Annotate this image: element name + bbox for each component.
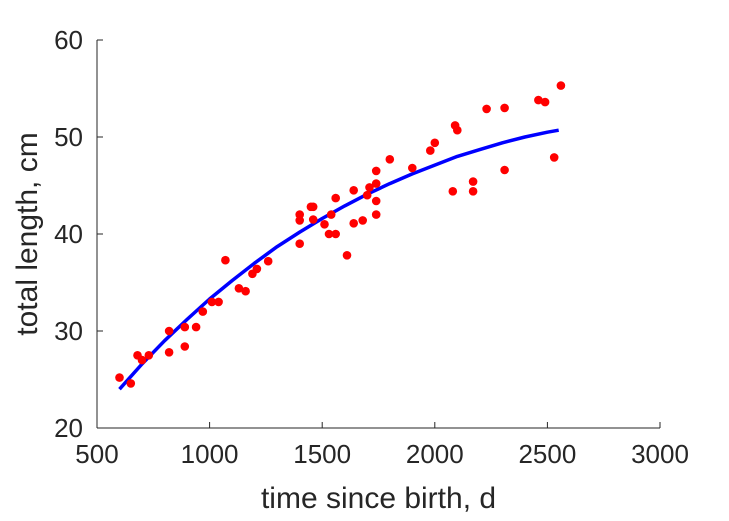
y-tick-label: 50 — [54, 122, 83, 152]
data-point — [241, 286, 250, 296]
data-point — [164, 326, 174, 336]
data-point — [295, 216, 305, 225]
data-point — [468, 177, 478, 186]
data-point — [430, 138, 440, 148]
data-point — [295, 239, 305, 248]
data-point — [252, 264, 262, 274]
x-ticks: 500 1000 1500 2000 2500 3000 — [75, 422, 689, 469]
x-tick-label: 3000 — [631, 439, 689, 469]
data-point — [358, 216, 368, 225]
data-point — [180, 322, 190, 332]
data-point — [198, 307, 208, 316]
data-point — [324, 229, 334, 239]
x-tick-label: 2500 — [518, 439, 576, 469]
data-point — [534, 95, 543, 105]
data-point — [331, 229, 341, 239]
data-point — [207, 297, 217, 307]
data-point — [556, 81, 566, 90]
x-tick-label: 1500 — [293, 439, 351, 469]
y-tick-label: 30 — [54, 316, 83, 346]
data-point — [164, 348, 174, 357]
x-tick-label: 1000 — [181, 439, 239, 469]
data-point — [371, 179, 381, 188]
x-tick-label: 500 — [75, 439, 118, 469]
data-point — [365, 183, 374, 192]
data-point — [371, 196, 381, 206]
data-point — [482, 104, 491, 114]
series-layer — [115, 81, 566, 391]
data-point — [214, 297, 223, 307]
data-point — [371, 210, 381, 219]
x-tick-label: 2000 — [406, 439, 464, 469]
data-point — [320, 220, 329, 229]
data-point — [263, 256, 273, 266]
data-point — [221, 255, 230, 265]
data-point — [426, 146, 435, 155]
y-ticks: 20 30 40 50 60 — [54, 25, 103, 443]
data-point — [349, 219, 359, 228]
x-axis-label: time since birth, d — [261, 482, 496, 515]
data-point — [549, 153, 559, 162]
data-point — [115, 373, 124, 382]
data-point — [331, 193, 341, 203]
y-tick-label: 20 — [54, 413, 83, 443]
data-point — [500, 103, 509, 113]
data-point — [137, 355, 147, 365]
data-point — [180, 342, 190, 351]
y-tick-label: 60 — [54, 25, 83, 55]
data-point — [191, 322, 201, 332]
data-point — [385, 155, 395, 164]
data-point — [540, 97, 550, 107]
data-point — [126, 379, 136, 388]
data-point — [326, 210, 336, 219]
data-point — [453, 125, 462, 135]
data-point — [468, 187, 478, 196]
y-tick-label: 40 — [54, 219, 83, 249]
data-point — [408, 163, 417, 173]
data-point — [371, 166, 381, 176]
data-point — [308, 215, 318, 224]
data-point — [342, 251, 352, 260]
data-point — [308, 202, 318, 212]
axes — [96, 40, 660, 429]
data-point — [500, 165, 509, 175]
data-point — [144, 351, 154, 360]
data-point — [362, 190, 372, 200]
data-point — [448, 187, 458, 196]
fit-curve — [118, 128, 560, 391]
data-point — [349, 186, 359, 195]
y-axis-label: total length, cm — [11, 132, 44, 335]
data-point — [234, 284, 244, 293]
